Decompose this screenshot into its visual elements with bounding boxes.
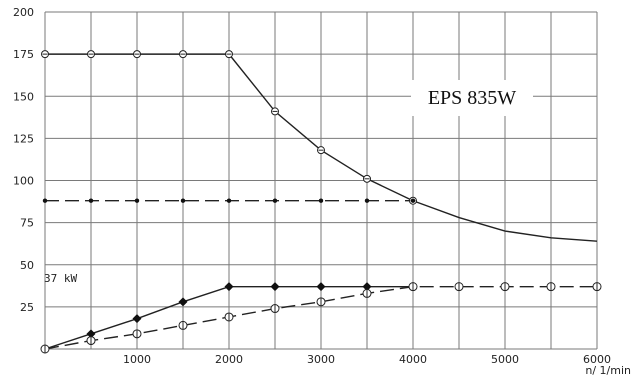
data-point <box>272 198 278 203</box>
annotations: 37 kW <box>44 272 77 285</box>
data-point <box>178 297 188 307</box>
data-point <box>86 329 96 339</box>
data-point <box>40 344 50 354</box>
data-point <box>179 50 187 59</box>
data-point <box>270 282 280 292</box>
data-point <box>224 312 234 322</box>
data-point <box>88 198 94 203</box>
y-tick-label: 175 <box>13 48 34 61</box>
data-point <box>362 282 372 292</box>
x-tick-label: 1000 <box>123 353 151 366</box>
y-tick-label: 25 <box>20 301 34 314</box>
data-point <box>318 198 324 203</box>
data-point <box>500 282 510 292</box>
data-point <box>224 282 234 292</box>
annotation-label: 37 kW <box>44 272 77 285</box>
x-tick-labels: 1000 2000 3000 4000 5000 6000 <box>123 353 611 366</box>
x-tick-label: 6000 <box>583 353 611 366</box>
data-point <box>133 50 141 59</box>
y-tick-label: 125 <box>13 132 34 145</box>
y-tick-labels: 25 50 75 100 125 150 175 200 <box>13 6 34 314</box>
y-tick-label: 100 <box>13 175 34 188</box>
y-tick-label: 75 <box>20 217 34 230</box>
data-point <box>225 50 233 59</box>
data-point <box>178 320 188 330</box>
grid-lines <box>44 11 598 350</box>
data-point <box>86 336 96 346</box>
data-point <box>364 198 370 203</box>
data-point <box>408 282 418 292</box>
data-point <box>87 50 95 59</box>
data-point <box>132 314 142 324</box>
data-point <box>546 282 556 292</box>
data-point <box>362 288 372 298</box>
data-point <box>316 297 326 307</box>
y-tick-label: 50 <box>20 259 34 272</box>
data-point <box>317 146 325 155</box>
y-tick-label: 200 <box>13 6 34 19</box>
x-tick-label: 2000 <box>215 353 243 366</box>
data-point <box>42 198 48 203</box>
data-point <box>410 198 416 203</box>
title-box <box>411 80 533 116</box>
y-tick-label: 150 <box>13 90 34 103</box>
data-point <box>226 198 232 203</box>
data-point <box>132 329 142 339</box>
data-point <box>592 282 602 292</box>
data-point <box>316 282 326 292</box>
data-point <box>454 282 464 292</box>
x-axis-label: n/ 1/min <box>585 364 631 376</box>
x-tick-label: 4000 <box>399 353 427 366</box>
x-tick-label: 3000 <box>307 353 335 366</box>
data-point <box>180 198 186 203</box>
data-point <box>134 198 140 203</box>
x-tick-label: 5000 <box>491 353 519 366</box>
data-point <box>270 304 280 314</box>
data-point <box>41 50 49 59</box>
data-point <box>271 107 279 116</box>
markers-layer <box>40 50 602 354</box>
data-point <box>363 174 371 183</box>
series-line-1 <box>412 200 598 242</box>
chart-title: EPS 835W <box>428 87 516 109</box>
